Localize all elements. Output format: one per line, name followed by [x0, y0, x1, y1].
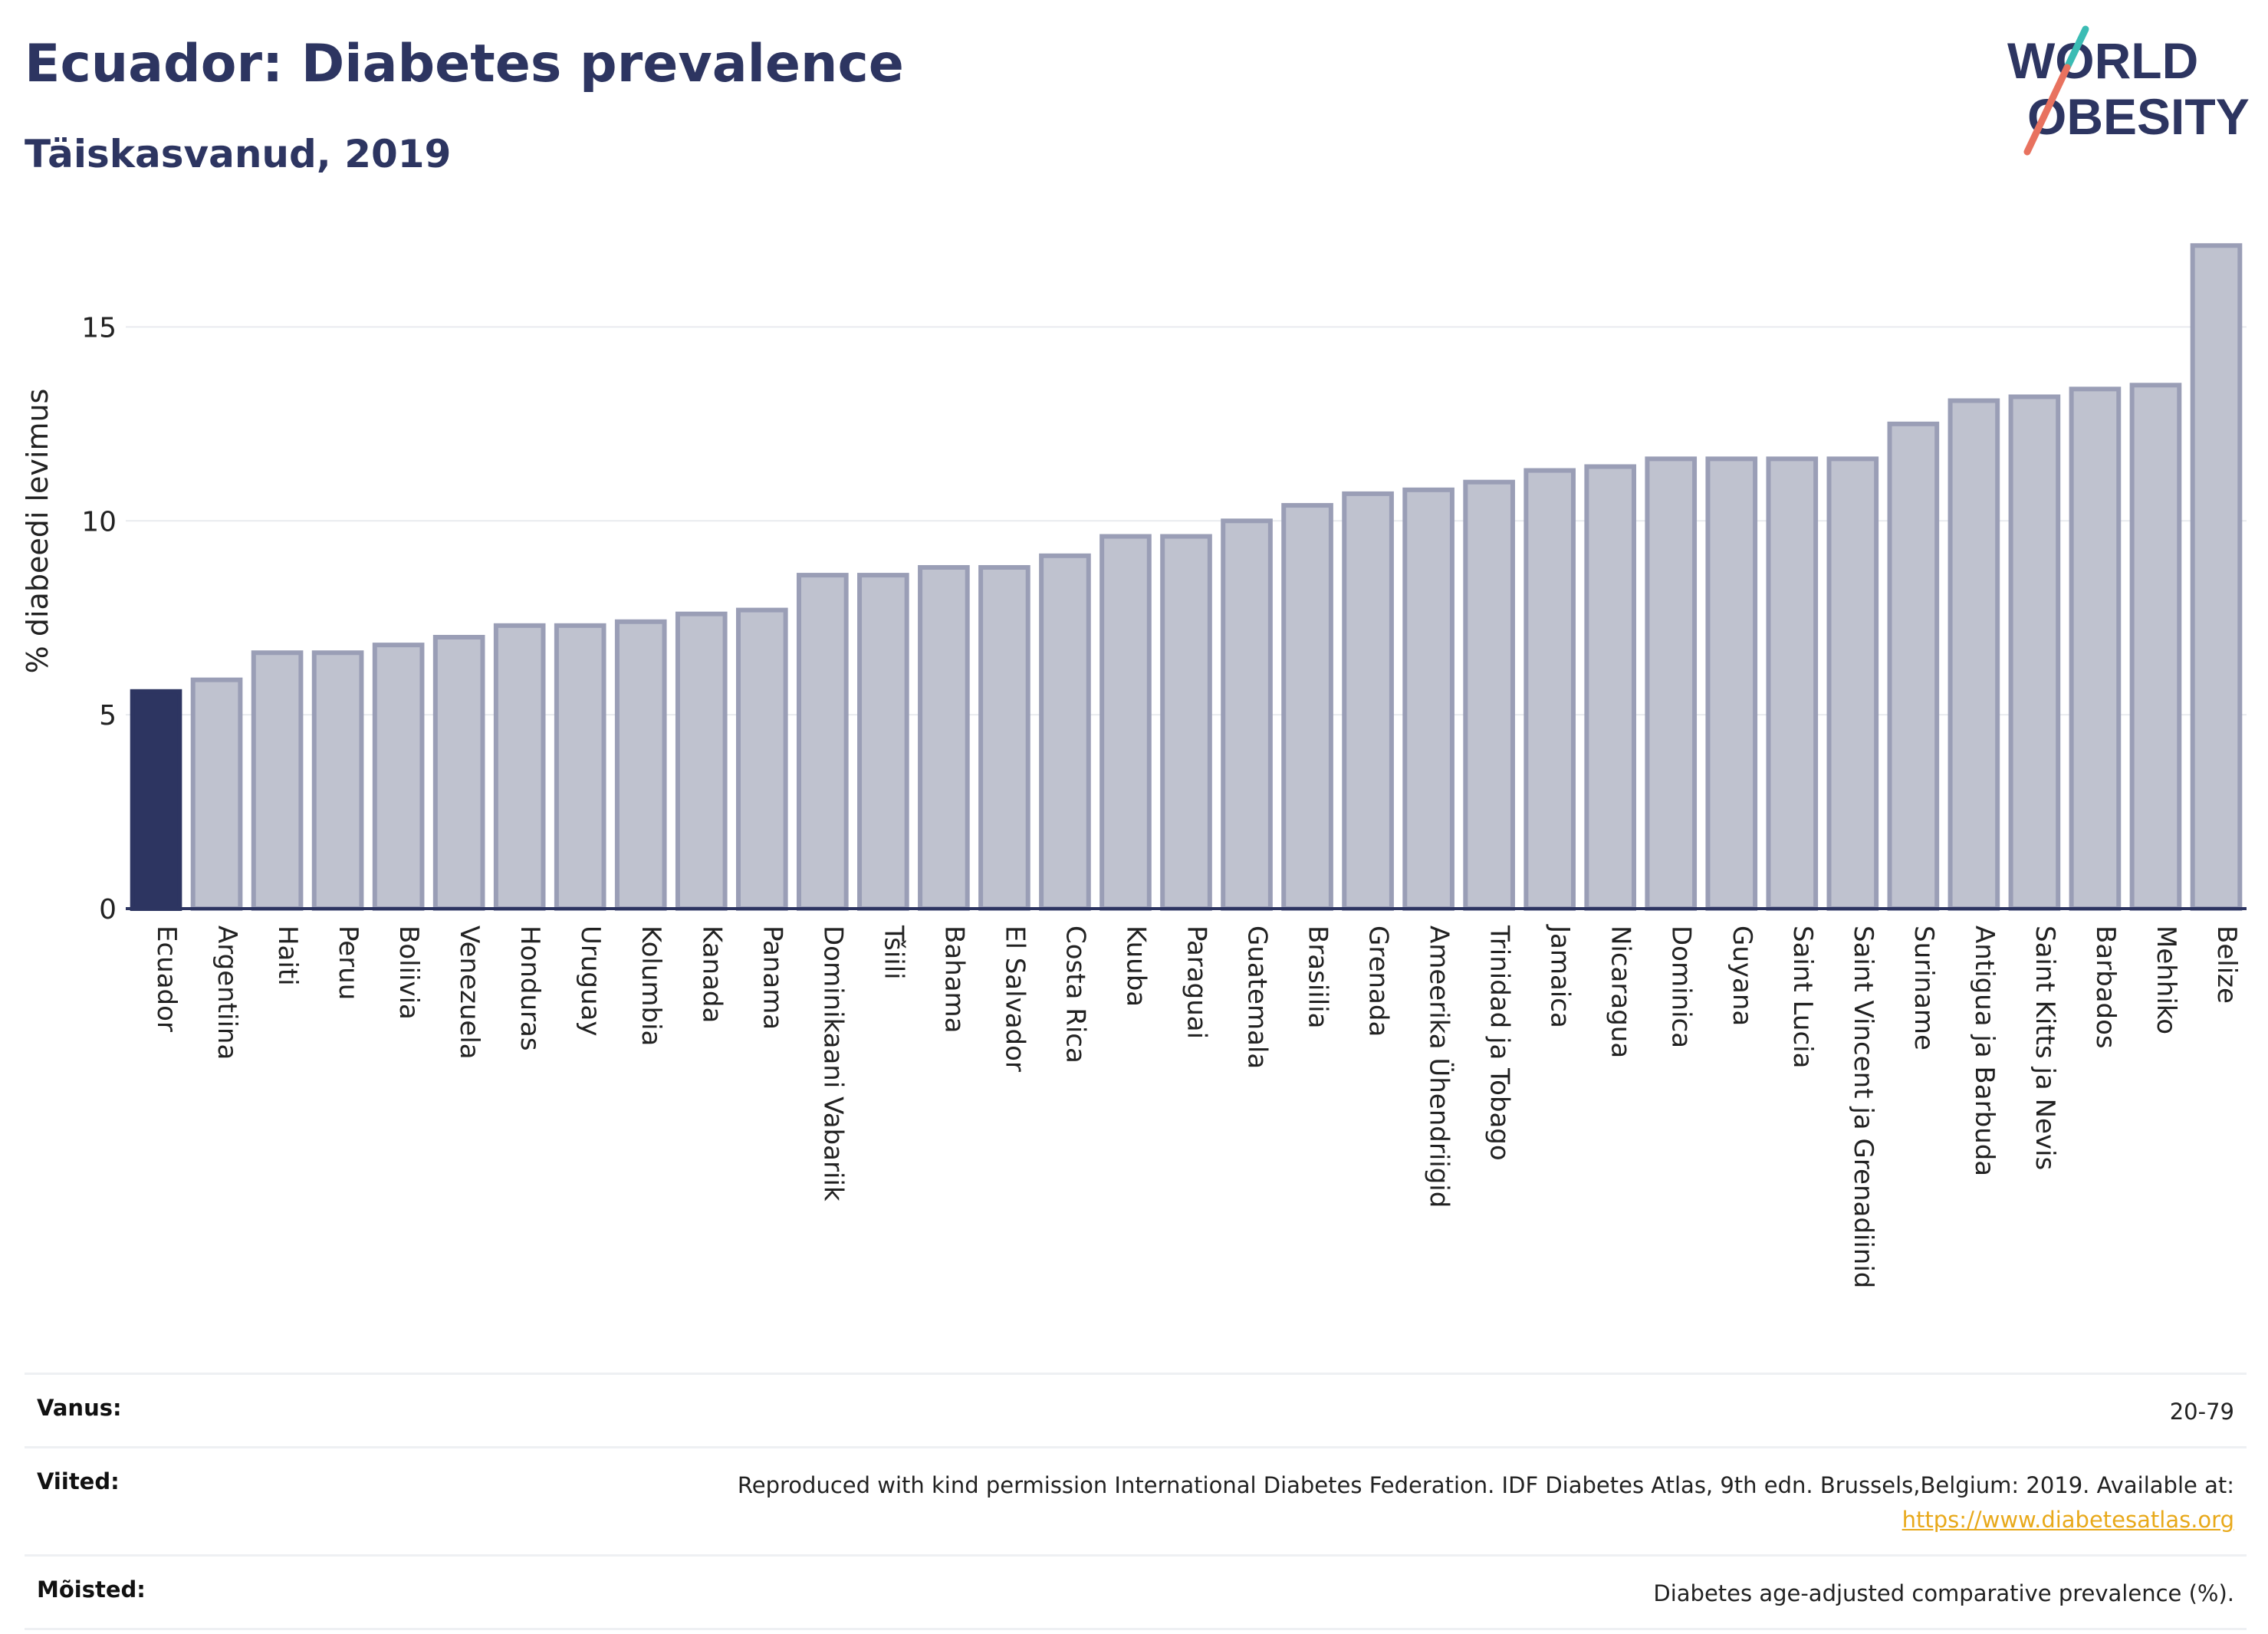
bar-honduras [493, 623, 546, 911]
bar-antigua-ja-barbuda [1948, 398, 2000, 911]
x-tick-label: Nicaragua [1606, 925, 1636, 1058]
bar-kolumbia [614, 619, 667, 911]
bar-peruu [311, 650, 364, 911]
bar-saint-lucia [1766, 456, 1819, 911]
y-tick-label: 10 [81, 506, 117, 538]
bar-guyana [1705, 456, 1758, 911]
x-tick-label: Ecuador [151, 925, 182, 1032]
bar-argentiina [190, 677, 243, 912]
bar-dominica [1645, 456, 1698, 911]
x-tick-label: Honduras [514, 925, 545, 1051]
age-value: 20-79 [2169, 1399, 2234, 1425]
x-tick-label: Suriname [1908, 925, 1939, 1050]
references-value: Reproduced with kind permission Internat… [738, 1468, 2234, 1537]
x-tick-label: Tšiili [878, 925, 909, 980]
chart-subtitle: Täiskasvanud, 2019 [25, 132, 452, 176]
x-tick-label: Belize [2211, 925, 2242, 1004]
references-label: Viited: [37, 1468, 120, 1494]
x-tick-label: Bahama [938, 925, 969, 1034]
x-tick-label: Paraguai [1182, 925, 1212, 1039]
bars [130, 243, 2243, 912]
x-tick-label: Guyana [1727, 925, 1757, 1026]
bar-paraguai [1160, 534, 1212, 911]
logo-text-obesity: OBESITY [2027, 88, 2250, 145]
x-tick-label: Dominikaani Vabariik [817, 925, 848, 1202]
x-tick-label: Kanada [696, 925, 727, 1023]
bar-uruguay [554, 623, 606, 911]
bar-chart: 0 5 10 15 Ecuador Argentiina Haiti Peruu Boliiv… [21, 243, 2247, 1288]
bar-costa-rica [1039, 553, 1091, 911]
x-tick-label: Jamaica [1545, 924, 1576, 1028]
bar-t-iili [857, 573, 909, 911]
age-label: Vanus: [37, 1395, 122, 1421]
bar-guatemala [1221, 518, 1273, 911]
definitions-label: Mõisted: [37, 1576, 146, 1603]
bar-jamaica [1524, 468, 1576, 911]
bar-saint-kitts-ja-nevis [2008, 394, 2061, 911]
x-tick-label: Guatemala [1242, 925, 1273, 1069]
bar-belize [2190, 243, 2243, 911]
bar-ecuador [130, 689, 182, 911]
y-tick-label: 15 [81, 312, 117, 344]
bar-trinidad-ja-tobago [1463, 479, 1515, 911]
x-tick-label: Mehhiko [2151, 925, 2181, 1034]
chart-footer: Vanus: 20-79 Viited: Reproduced with kin… [25, 1373, 2247, 1630]
footer-row-references: Viited: Reproduced with kind permission … [25, 1445, 2247, 1554]
y-tick-label: 5 [99, 700, 117, 732]
x-tick-label: Costa Rica [1060, 925, 1090, 1064]
bar-brasiilia [1281, 503, 1333, 911]
bar-bahama [918, 564, 970, 911]
logo-text-world: WORLD [2007, 32, 2198, 89]
bar-dominikaani-vabariik [797, 573, 849, 911]
bar-kanada [675, 611, 728, 912]
footer-row-definitions: Mõisted: Diabetes age-adjusted comparati… [25, 1553, 2247, 1630]
x-tick-label: Boliivia [393, 925, 424, 1020]
bar-venezuela [432, 635, 485, 911]
x-tick-label: Ameerika Ühendriigid [1424, 925, 1455, 1208]
x-tick-label: Saint Vincent ja Grenadiinid [1848, 925, 1878, 1288]
bar-barbados [2069, 386, 2122, 912]
footer-row-age: Vanus: 20-79 [25, 1373, 2247, 1446]
x-tick-label: Panama [757, 925, 787, 1030]
bar-boliivia [372, 643, 425, 911]
bar-saint-vincent-ja-grenadiinid [1826, 456, 1879, 911]
bar-kuuba [1099, 534, 1152, 911]
bar-panama [735, 607, 788, 911]
x-tick-label: Antigua ja Barbuda [1969, 925, 2000, 1176]
x-tick-label: Saint Lucia [1787, 925, 1818, 1068]
x-tick-label: Uruguay [575, 925, 606, 1037]
bar-mehhiko [2129, 383, 2182, 911]
x-tick-label: Saint Kitts ja Nevis [2030, 925, 2060, 1170]
references-text: Reproduced with kind permission Internat… [737, 1471, 2234, 1498]
x-tick-label: Trinidad ja Tobago [1484, 925, 1515, 1161]
y-axis-ticks: 0 5 10 15 [81, 312, 117, 925]
x-tick-label: Venezuela [454, 925, 485, 1060]
chart-title: Ecuador: Diabetes prevalence [25, 34, 904, 94]
x-tick-label: Kuuba [1120, 925, 1151, 1007]
x-tick-label: Haiti [272, 925, 303, 986]
bar-el-salvador [978, 564, 1030, 911]
y-tick-label: 0 [99, 894, 117, 925]
x-tick-label: Grenada [1363, 925, 1394, 1037]
definitions-value: Diabetes age-adjusted comparative preval… [1653, 1580, 2234, 1606]
x-tick-label: Brasiilia [1303, 925, 1333, 1028]
y-axis-label: % diabeedi levimus [21, 389, 54, 674]
x-tick-label: Dominica [1666, 925, 1697, 1048]
world-obesity-logo: WORLD OBESITY [2007, 25, 2250, 156]
logo-slash-teal [2063, 25, 2089, 71]
logo-slash-coral [2023, 64, 2071, 156]
x-tick-label: Argentiina [212, 925, 242, 1060]
bar-haiti [251, 650, 304, 911]
x-tick-label: Peruu [333, 925, 363, 1000]
x-axis-labels: Ecuador Argentiina Haiti Peruu Boliivia Venez… [151, 924, 2242, 1288]
bar-nicaragua [1584, 464, 1637, 911]
bar-grenada [1342, 491, 1394, 911]
bar-suriname [1887, 421, 1940, 911]
bar-ameerika-hendriigid [1402, 487, 1454, 911]
x-tick-label: Barbados [2090, 925, 2121, 1049]
x-tick-label: Kolumbia [636, 925, 666, 1046]
x-tick-label: El Salvador [999, 925, 1030, 1072]
diabetes-atlas-link[interactable]: https://www.diabetesatlas.org [1902, 1506, 2234, 1533]
